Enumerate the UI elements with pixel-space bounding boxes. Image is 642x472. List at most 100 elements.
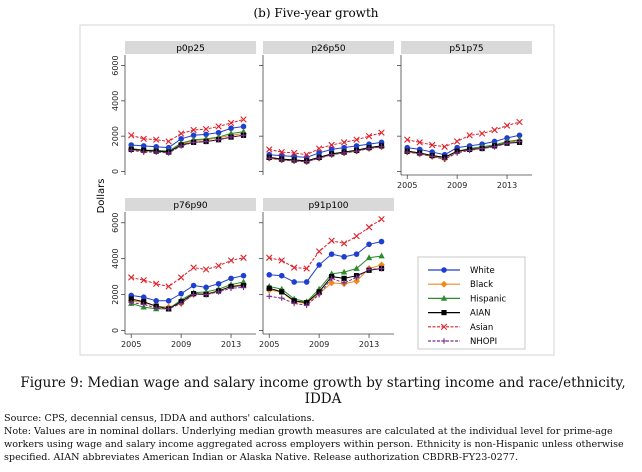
data-point <box>291 279 297 285</box>
data-point <box>190 132 197 139</box>
data-point <box>203 138 209 145</box>
legend-box <box>417 256 526 350</box>
data-point <box>353 277 360 285</box>
legend-marker <box>440 295 448 301</box>
data-point <box>228 134 234 140</box>
data-point <box>165 144 172 151</box>
data-point <box>153 298 159 304</box>
data-point <box>365 254 373 261</box>
y-tick-label: 6000 <box>111 55 120 75</box>
data-point <box>341 280 347 286</box>
data-point <box>340 240 348 247</box>
data-point <box>190 264 197 271</box>
series-white <box>128 123 247 151</box>
data-point <box>291 300 297 307</box>
series-line <box>131 281 244 310</box>
series-line <box>131 134 244 154</box>
figure-subtitle: (b) Five-year growth <box>253 6 378 20</box>
series-line <box>407 140 520 160</box>
legend-item-hispanic: Hispanic <box>428 294 507 304</box>
data-point <box>366 241 372 248</box>
x-tick-label: 2013 <box>221 340 241 349</box>
panel-title: p0p25 <box>176 44 205 54</box>
data-point <box>378 252 385 259</box>
data-point <box>215 280 222 287</box>
data-point <box>140 276 147 284</box>
data-point <box>353 251 360 257</box>
figure-caption: Figure 9: Median wage and salary income … <box>20 375 626 407</box>
data-point <box>165 306 172 312</box>
data-point <box>190 139 197 146</box>
data-point <box>516 138 523 145</box>
panel-strip <box>263 41 394 54</box>
panel-strip <box>401 41 532 54</box>
data-point <box>240 123 247 130</box>
data-point <box>303 302 310 309</box>
data-point <box>153 280 160 287</box>
legend-item-white: White <box>428 266 495 276</box>
data-point <box>303 158 310 165</box>
data-point <box>165 283 172 290</box>
data-point <box>266 146 273 153</box>
source-line: Source: CPS, decennial census, IDDA and … <box>4 413 315 424</box>
data-point <box>404 149 411 155</box>
data-point <box>227 119 235 127</box>
panel-p91p100: p91p100 2005 2009 2013 <box>259 198 394 349</box>
legend-label: White <box>470 266 495 276</box>
series-line <box>407 134 520 156</box>
data-point <box>353 274 360 281</box>
data-point <box>140 301 147 308</box>
data-point <box>378 129 385 136</box>
data-point <box>353 233 360 240</box>
legend-item-asian: Asian <box>428 323 493 333</box>
data-point <box>479 145 485 152</box>
y-axis-label: Dollars <box>96 179 107 214</box>
data-point <box>128 274 135 281</box>
x-tick-label: 2009 <box>171 340 191 349</box>
series-line <box>131 285 244 310</box>
data-point <box>278 272 285 279</box>
series-line <box>131 286 244 310</box>
data-point <box>278 257 285 264</box>
data-point <box>215 129 222 136</box>
data-point <box>316 291 322 298</box>
series-line <box>131 118 244 142</box>
data-point <box>278 295 285 301</box>
data-point <box>227 257 235 264</box>
data-point <box>240 284 247 291</box>
series-line <box>407 121 520 148</box>
data-point <box>128 147 135 154</box>
data-point <box>353 143 360 149</box>
data-point <box>378 143 385 150</box>
data-point <box>266 155 273 162</box>
x-tick-label: 2005 <box>259 340 279 349</box>
data-point <box>178 300 184 307</box>
data-point <box>353 148 360 154</box>
data-point <box>266 285 272 291</box>
series-line <box>269 146 382 163</box>
data-point <box>366 145 372 152</box>
data-point <box>516 132 523 139</box>
x-tick-label: 2013 <box>359 340 379 349</box>
data-point <box>404 136 411 143</box>
data-point <box>340 139 348 146</box>
data-point <box>328 151 335 158</box>
legend-item-black: Black <box>428 280 493 290</box>
data-point <box>466 132 473 139</box>
data-point <box>340 268 348 275</box>
note-line-2: workers using wage and salary income agg… <box>4 439 624 450</box>
data-point <box>453 138 461 145</box>
data-point <box>491 138 498 145</box>
data-point <box>429 141 436 149</box>
data-point <box>316 155 322 162</box>
data-point <box>203 284 209 291</box>
data-point <box>177 130 185 137</box>
series-line <box>269 255 382 303</box>
y-tick-label: 6000 <box>111 213 120 233</box>
data-point <box>228 275 234 282</box>
series-nhopi <box>128 132 247 156</box>
data-point <box>215 123 222 130</box>
data-point <box>140 143 147 149</box>
data-point <box>240 254 247 261</box>
data-point <box>328 237 335 244</box>
